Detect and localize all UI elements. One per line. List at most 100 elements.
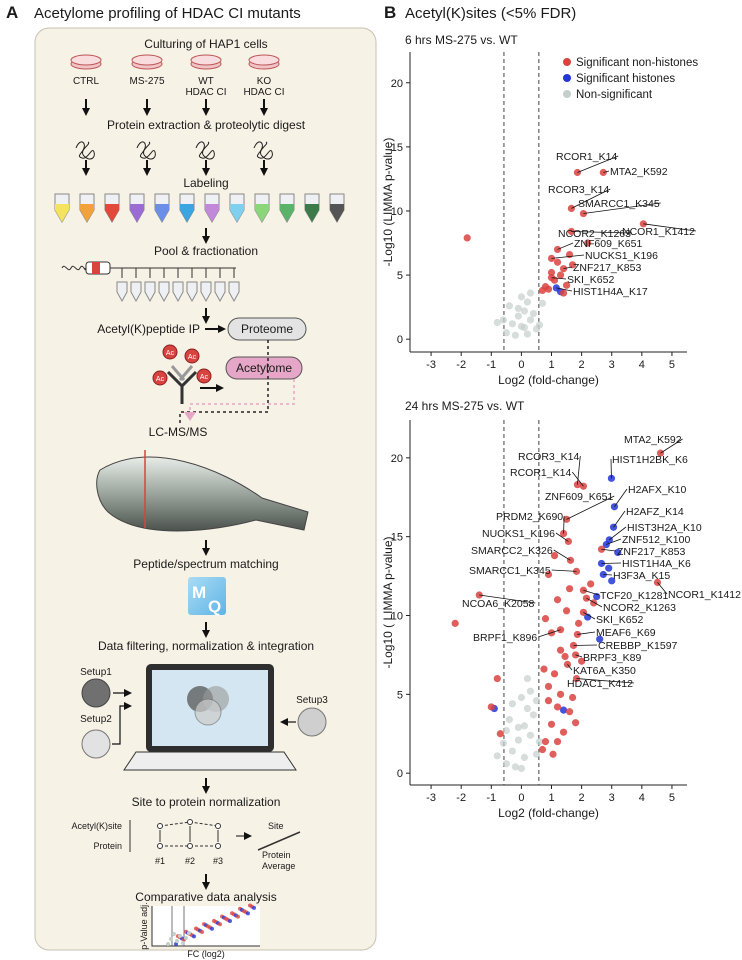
scheme-label: Average xyxy=(262,861,295,871)
leader-line xyxy=(577,631,596,635)
legend-label: Significant histones xyxy=(576,73,675,85)
point xyxy=(529,711,538,719)
leader-line xyxy=(603,170,610,173)
point xyxy=(511,763,519,771)
fraction-tube xyxy=(214,281,226,303)
point xyxy=(541,738,550,746)
x-tick-label: -3 xyxy=(426,792,436,804)
logo-letter: Q xyxy=(208,597,221,616)
scheme-label: Site xyxy=(268,821,284,831)
fraction-tube xyxy=(228,281,240,303)
point xyxy=(556,646,565,654)
point xyxy=(556,271,565,279)
proteome-label: Proteome xyxy=(241,322,293,336)
dashed-path xyxy=(179,340,269,424)
legend-label: Significant non-histones xyxy=(576,57,698,69)
fraction-tubes xyxy=(116,268,240,303)
step-label: Culturing of HAP1 cells xyxy=(144,37,267,51)
arrow xyxy=(112,702,132,745)
point xyxy=(559,289,568,297)
point xyxy=(514,304,522,313)
ac-badge xyxy=(184,348,200,364)
step-label: Comparative data analysis xyxy=(135,890,276,904)
y-tick-label: 5 xyxy=(397,270,403,282)
leader-line xyxy=(571,188,611,209)
point-label: BRPF3_K89 xyxy=(583,652,642,664)
point xyxy=(565,708,574,716)
thumb-dot xyxy=(252,905,256,910)
point-label: MEAF6_K69 xyxy=(596,627,656,639)
point-label: NCOR2_K1263 xyxy=(603,602,676,614)
x-tick-label: -2 xyxy=(456,792,466,804)
x-tick-label: 4 xyxy=(639,792,645,804)
point-label: SMARCC2_K326 xyxy=(471,545,553,557)
leader-line xyxy=(614,488,628,507)
point xyxy=(523,704,532,713)
leader-line xyxy=(576,678,634,684)
y-tick-label: 15 xyxy=(391,142,403,154)
point-label: SMARCC1_K345 xyxy=(469,565,551,577)
protein-scribble xyxy=(253,141,273,160)
point-label: RCOR3_K14 xyxy=(548,184,609,196)
leader-line xyxy=(551,277,567,280)
laptop-icon xyxy=(123,664,297,771)
point-label: ZNF609_K651 xyxy=(574,238,642,250)
point-label: HIST3H2A_K10 xyxy=(627,522,702,534)
point xyxy=(550,670,559,678)
step-label: LC-MS/MS xyxy=(149,425,208,439)
thumb-dot xyxy=(210,926,214,931)
y-tick-label: 0 xyxy=(397,334,403,346)
setup-label: Setup2 xyxy=(80,714,112,725)
leader-line xyxy=(660,438,683,454)
point xyxy=(538,299,547,307)
condition-label: KO xyxy=(257,76,272,87)
leader-line xyxy=(577,155,619,173)
panel-title: Acetyl(K)sites (<5% FDR) xyxy=(405,5,576,22)
panel-title: Acetylome profiling of HDAC CI mutants xyxy=(34,5,301,22)
legend-swatch xyxy=(563,74,571,82)
point-label: HIST1H4A_K17 xyxy=(573,286,648,298)
chart: 6 hrs MS-275 vs. WT -3 -2 -1 0 1 2 3 4 5 0 5 10 15 20 L… xyxy=(381,33,698,387)
point xyxy=(526,289,535,297)
thumb-dot xyxy=(228,919,232,924)
scheme-label: Protein xyxy=(93,841,122,851)
point xyxy=(499,739,507,747)
dish-lid xyxy=(190,54,222,66)
point-label: NCOR1_K1412 xyxy=(668,589,741,601)
x-tick-label: 2 xyxy=(579,359,585,371)
tube-fill xyxy=(205,204,219,222)
point xyxy=(584,613,592,621)
fraction-tube xyxy=(158,281,170,303)
thumb-dot xyxy=(166,942,170,946)
logo-letter: M xyxy=(192,583,206,602)
dashed-path xyxy=(189,379,295,412)
ac-label: Ac xyxy=(200,374,209,381)
x-tick-label: 1 xyxy=(548,792,554,804)
thumbnail-plot xyxy=(151,903,260,947)
chart-title: 6 hrs MS-275 vs. WT xyxy=(405,33,518,47)
setup-label: Setup1 xyxy=(80,667,112,678)
point xyxy=(529,309,538,318)
panel-b: B Acetyl(K)sites (<5% FDR) 6 hrs MS-275 … xyxy=(381,3,741,820)
point xyxy=(523,330,532,338)
point xyxy=(609,523,618,531)
point xyxy=(596,635,604,643)
acetylome-label: Acetylome xyxy=(236,361,292,375)
thumb-dot xyxy=(178,934,182,938)
leader-line xyxy=(606,538,622,545)
point xyxy=(523,674,532,683)
x-tick-label: 3 xyxy=(609,359,615,371)
x-tick-label: 0 xyxy=(518,792,524,804)
leader-line xyxy=(567,664,573,671)
point xyxy=(544,697,553,705)
step-label: Data filtering, normalization & integrat… xyxy=(98,639,314,653)
legend-label: Non-significant xyxy=(576,89,653,101)
point xyxy=(544,682,553,691)
leader-line xyxy=(586,597,603,608)
point xyxy=(502,727,510,735)
point-label: MTA2_K592 xyxy=(610,166,668,178)
thumb-dot xyxy=(187,931,191,935)
thumb-dot xyxy=(218,922,222,927)
point xyxy=(553,703,562,711)
fraction-tube xyxy=(186,281,198,303)
